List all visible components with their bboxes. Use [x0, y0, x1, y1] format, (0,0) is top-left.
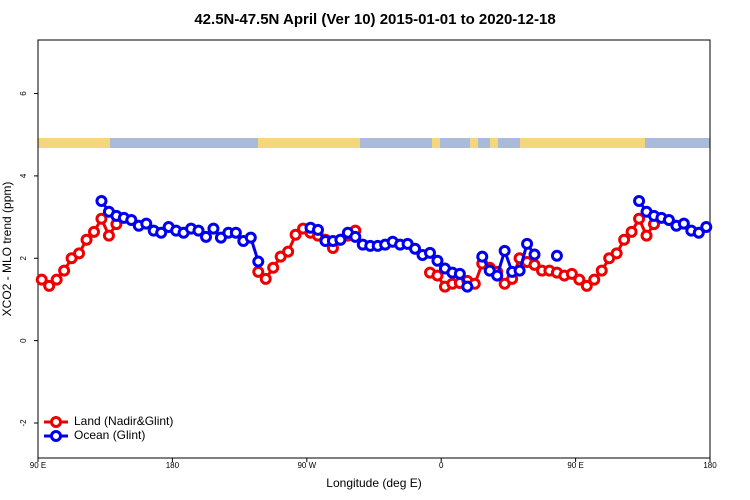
data-point	[431, 254, 444, 267]
data-point	[58, 264, 71, 277]
data-point	[88, 225, 100, 238]
data-point	[491, 269, 504, 282]
y-tick-label: 0	[19, 338, 28, 343]
data-point	[633, 212, 646, 225]
data-point	[155, 226, 168, 239]
data-point	[282, 245, 295, 258]
data-point	[192, 224, 205, 237]
data-point	[625, 225, 638, 238]
strip-ocean	[478, 138, 490, 148]
data-point	[140, 217, 153, 230]
data-point	[334, 233, 347, 246]
data-point	[95, 195, 108, 208]
data-point	[200, 230, 212, 243]
data-point	[95, 212, 108, 225]
legend-marker	[50, 430, 62, 442]
data-point	[80, 233, 93, 246]
data-point	[431, 269, 444, 282]
land-mask-strip	[38, 138, 710, 148]
y-axis-label: XCO2 - MLO trend (ppm)	[0, 182, 14, 317]
plot-frame	[37, 39, 711, 459]
data-point	[528, 248, 541, 261]
data-point	[595, 264, 608, 277]
data-point	[35, 273, 48, 286]
data-point	[521, 237, 534, 250]
data-point	[259, 272, 272, 285]
data-point	[580, 279, 593, 292]
data-point	[700, 220, 713, 233]
data-point	[267, 261, 280, 274]
data-point	[662, 213, 675, 226]
strip-ocean	[645, 138, 710, 148]
data-point	[461, 280, 474, 293]
data-point	[349, 230, 362, 243]
legend-label: Ocean (Glint)	[74, 428, 145, 442]
data-point	[229, 226, 242, 239]
x-tick-label: 90 E	[30, 461, 46, 470]
data-point	[692, 226, 705, 239]
data-point	[409, 242, 422, 255]
y-tick-label: 4	[19, 173, 28, 178]
data-point	[498, 244, 511, 257]
data-point	[633, 195, 646, 208]
strip-ocean	[110, 138, 258, 148]
data-point	[677, 217, 690, 230]
data-point	[43, 279, 56, 292]
data-point	[550, 249, 563, 262]
x-tick-label: 90 W	[297, 461, 316, 470]
data-point	[610, 247, 623, 260]
data-point	[73, 247, 86, 260]
data-point	[453, 267, 466, 280]
data-point	[424, 246, 436, 259]
data-point	[125, 213, 138, 226]
x-tick-label: 180	[166, 461, 180, 470]
data-point	[50, 273, 63, 286]
data-point	[588, 273, 601, 286]
data-point	[513, 264, 526, 277]
data-point	[312, 223, 324, 236]
strip-ocean	[360, 138, 432, 148]
y-tick-label: 6	[19, 91, 28, 96]
strip-ocean	[498, 138, 520, 148]
data-point	[640, 229, 653, 242]
x-tick-label: 90 E	[567, 461, 583, 470]
data-point	[565, 267, 578, 280]
strip-ocean	[440, 138, 470, 148]
data-point	[207, 222, 220, 235]
x-tick-label: 0	[439, 461, 444, 470]
data-point	[244, 231, 257, 244]
legend-label: Land (Nadir&Glint)	[74, 414, 173, 428]
data-point	[618, 233, 631, 246]
y-tick-label: -2	[19, 419, 28, 427]
legend-marker	[50, 416, 62, 428]
data-point	[573, 273, 586, 286]
x-tick-label: 180	[703, 461, 717, 470]
y-tick-label: 2	[19, 255, 28, 260]
data-point	[252, 255, 265, 268]
data-point	[289, 228, 302, 241]
data-point	[476, 250, 489, 263]
chart-title: 42.5N-47.5N April (Ver 10) 2015-01-01 to…	[194, 11, 555, 28]
data-point	[102, 229, 115, 242]
x-axis-label: Longitude (deg E)	[326, 476, 421, 490]
